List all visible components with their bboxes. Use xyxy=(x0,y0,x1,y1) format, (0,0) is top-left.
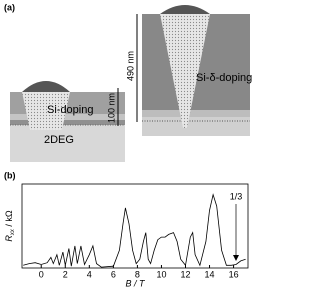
x-axis-label: B / T xyxy=(125,278,146,287)
gas-label: 2DEG xyxy=(44,134,74,146)
x-tick-label: 10 xyxy=(156,269,166,279)
data-line xyxy=(23,193,246,268)
chart: 0 2 4 6 8 10 12 14 16 B / T Rxx / kΩ 1/3 xyxy=(4,183,249,287)
figure: (a) Si-doping 2DEG 100 nm 490 nm Si-δ-do… xyxy=(4,2,252,287)
annotation: 1/3 xyxy=(230,191,243,201)
depth-label: 100 nm xyxy=(106,93,116,123)
deep-structure: 490 nm Si-δ-doping xyxy=(125,5,252,136)
arrow-head xyxy=(233,255,239,261)
x-tick-label: 0 xyxy=(39,269,44,279)
panel-label: (a) xyxy=(4,2,15,12)
plot-frame xyxy=(21,183,249,269)
y-label-part: xx xyxy=(10,228,16,236)
depth-label: 490 nm xyxy=(125,51,135,81)
layer-label: Si-doping xyxy=(47,104,93,116)
x-tick-label: 2 xyxy=(63,269,68,279)
x-tick-label: 8 xyxy=(135,269,140,279)
x-tick-label: 16 xyxy=(229,269,239,279)
layer-label: Si-δ-doping xyxy=(196,72,252,84)
y-axis-label: Rxx / kΩ xyxy=(4,210,15,242)
x-tick-label: 4 xyxy=(87,269,92,279)
shallow-structure: Si-doping 2DEG 100 nm xyxy=(10,81,125,162)
x-tick-label: 6 xyxy=(111,269,116,279)
x-tick-label: 12 xyxy=(180,269,190,279)
panel-label: (b) xyxy=(4,170,16,180)
y-label-part: R xyxy=(4,235,14,242)
y-label-part: / kΩ xyxy=(4,210,14,229)
x-tick-label: 14 xyxy=(205,269,215,279)
